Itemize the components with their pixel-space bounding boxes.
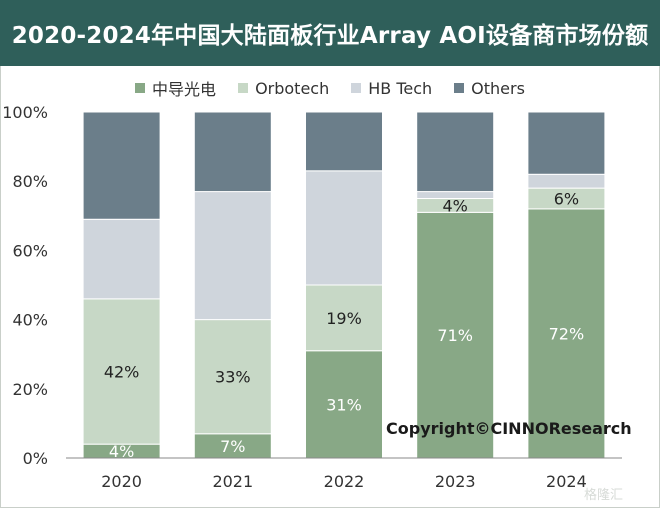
x-tick-label: 2024 (546, 472, 587, 491)
bar-segment (305, 350, 383, 459)
legend: 中导光电 Orbotech HB Tech Others (0, 76, 660, 100)
legend-item-others: Others (454, 79, 525, 98)
legend-label-others: Others (471, 78, 525, 98)
copyright-text: Copyright©CINNOResearch (386, 419, 632, 438)
bar-segment (527, 208, 606, 459)
x-tick-label: 2023 (435, 472, 476, 491)
bar-segment (416, 111, 495, 193)
y-tick-label: 80% (12, 172, 48, 191)
bar-segment (305, 284, 383, 352)
title-bar: 2020-2024年中国大陆面板行业Array AOI设备商市场份额 (0, 0, 660, 66)
bar-segment (82, 298, 161, 445)
x-tick-label: 2020 (101, 472, 142, 491)
y-tick-label: 100% (2, 103, 48, 122)
legend-swatch-zhongdao (135, 83, 146, 93)
bar-segment (527, 111, 606, 175)
y-tick-label: 60% (12, 241, 48, 260)
data-label: 71% (437, 326, 473, 345)
y-tick-label: 40% (12, 311, 48, 330)
bar-segment (193, 111, 272, 193)
bar-segment (82, 111, 161, 220)
bar-segment (193, 191, 272, 321)
x-tick-label: 2021 (212, 472, 253, 491)
legend-swatch-hbtech (351, 83, 362, 93)
data-label: 33% (215, 368, 251, 387)
bar-segment (305, 111, 383, 172)
data-label: 6% (554, 190, 579, 209)
bar-segment (305, 170, 383, 286)
bar-segment (416, 191, 495, 200)
y-tick-label: 20% (12, 380, 48, 399)
x-tick-label: 2022 (324, 472, 365, 491)
data-label: 4% (109, 442, 134, 461)
data-label: 31% (326, 395, 362, 414)
data-label: 7% (220, 437, 245, 456)
legend-swatch-orbotech (238, 83, 249, 93)
legend-item-zhongdao: 中导光电 (135, 76, 216, 100)
legend-item-hbtech: HB Tech (351, 79, 432, 98)
legend-label-hbtech: HB Tech (368, 78, 433, 98)
legend-swatch-others (454, 83, 465, 93)
legend-label-zhongdao: 中导光电 (152, 80, 217, 99)
legend-item-orbotech: Orbotech (238, 79, 329, 98)
data-label: 42% (104, 363, 140, 382)
legend-label-orbotech: Orbotech (255, 78, 330, 98)
y-tick-label: 0% (23, 449, 48, 468)
data-label: 72% (549, 324, 585, 343)
bar-segment (82, 218, 161, 300)
chart-title: 2020-2024年中国大陆面板行业Array AOI设备商市场份额 (11, 23, 649, 49)
watermark-text: 格隆汇 (584, 488, 624, 503)
bar-segment (527, 173, 606, 189)
data-label: 4% (443, 196, 468, 215)
data-label: 19% (326, 309, 362, 328)
